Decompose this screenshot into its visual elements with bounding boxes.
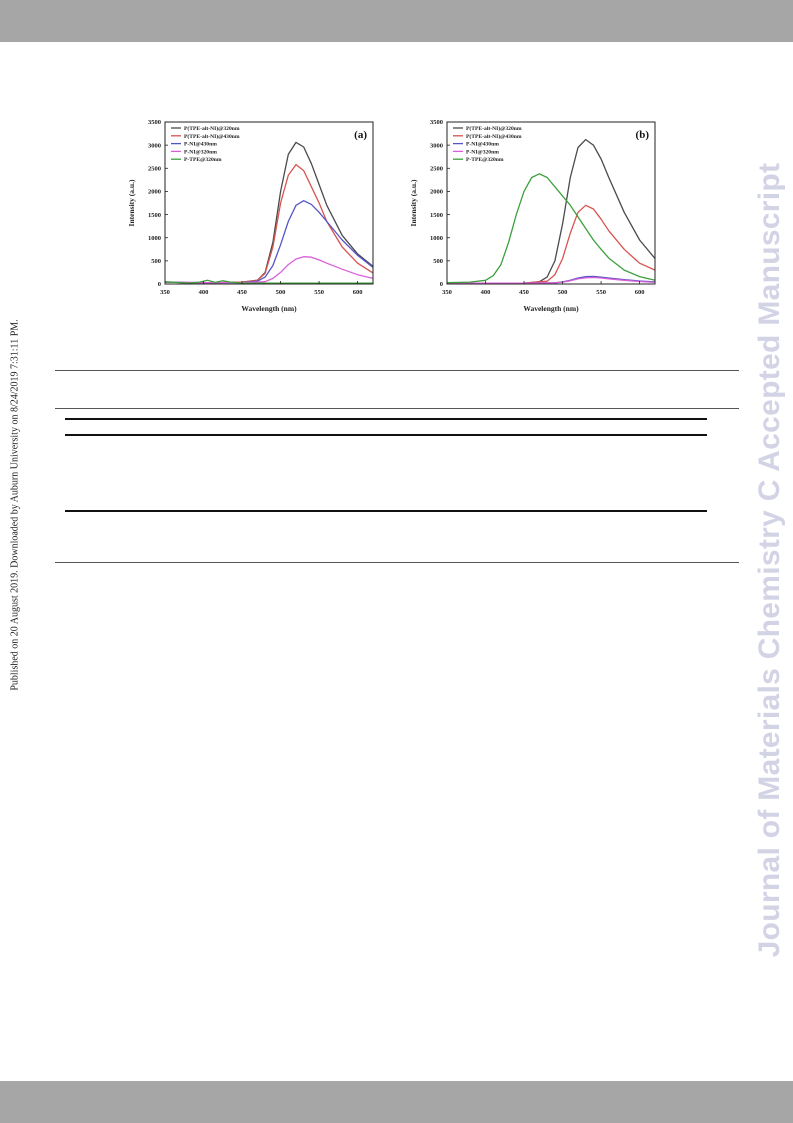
footnote-rule — [55, 562, 739, 563]
x-tick-label: 350 — [442, 289, 452, 296]
y-tick-label: 0 — [440, 281, 443, 288]
plot-frame — [446, 121, 656, 285]
y-tick-label: 500 — [433, 258, 443, 265]
y-tick-label: 1500 — [148, 212, 161, 219]
series-line-4 — [447, 276, 656, 284]
plot-frame — [164, 121, 374, 285]
series-line-2 — [447, 204, 656, 284]
x-tick-label: 450 — [237, 289, 247, 296]
x-tick-label: 550 — [596, 289, 606, 296]
legend-label: P(TPE-alt-NI)@430nm — [184, 133, 240, 140]
legend-label: P-NI@430nm — [466, 142, 499, 148]
x-tick-label: 400 — [481, 289, 491, 296]
panel-label: (b) — [636, 129, 650, 141]
x-tick-label: 350 — [160, 289, 170, 296]
side-note-text: Published on 20 August 2019. Downloaded … — [9, 319, 21, 691]
x-tick-label: 500 — [558, 289, 568, 296]
y-tick-label: 2000 — [148, 189, 161, 196]
legend-label: P-TPE@320nm — [184, 157, 222, 163]
x-axis-label: Wavelength (nm) — [241, 304, 297, 313]
series-line-4 — [164, 256, 374, 284]
panel-label: (a) — [354, 129, 367, 141]
y-tick-label: 1000 — [148, 235, 161, 242]
y-tick-label: 500 — [151, 258, 161, 265]
y-tick-label: 1000 — [430, 235, 443, 242]
header-bar — [0, 0, 793, 42]
y-tick-label: 3500 — [430, 119, 443, 126]
x-tick-label: 550 — [314, 289, 324, 296]
y-tick-label: 2000 — [430, 189, 443, 196]
watermark: Journal of Materials Chemistry C Accepte… — [750, 160, 790, 960]
y-tick-label: 1500 — [430, 212, 443, 219]
y-axis-label: Intensity (a.u.) — [127, 179, 136, 226]
y-tick-label: 2500 — [148, 165, 161, 172]
y-axis-label: Intensity (a.u.) — [409, 179, 418, 226]
side-note: Published on 20 August 2019. Downloaded … — [9, 300, 21, 710]
y-tick-label: 3000 — [148, 142, 161, 149]
caption-bottom-rule — [55, 408, 739, 409]
table-top-rule — [65, 418, 707, 420]
y-tick-label: 3500 — [148, 119, 161, 126]
chart-a-svg: 350 400 450 500 550 600 0 500 1000 1500 2000 2500 30… — [127, 119, 374, 313]
footer-bar — [0, 1081, 793, 1123]
x-tick-label: 500 — [276, 289, 286, 296]
x-tick-label: 600 — [635, 289, 645, 296]
legend-label: P(TPE-alt-NI)@430nm — [466, 133, 522, 140]
watermark-text: Journal of Materials Chemistry C Accepte… — [753, 162, 786, 958]
legend-label: P(TPE-alt-NI)@320nm — [466, 125, 522, 132]
x-tick-label: 450 — [519, 289, 529, 296]
figure-panel-b: 350 400 450 500 550 600 0 500 1000 1500 2000 2500 30… — [402, 112, 678, 318]
series-line-5 — [446, 173, 656, 284]
legend-label: P-NI@320nm — [466, 149, 499, 155]
chart-b-svg: 350 400 450 500 550 600 0 500 1000 1500 2000 2500 30… — [409, 119, 656, 313]
caption-top-rule — [55, 370, 739, 371]
x-axis-label: Wavelength (nm) — [523, 304, 579, 313]
y-tick-label: 0 — [158, 281, 161, 288]
table-bottom-rule — [65, 510, 707, 512]
y-tick-label: 2500 — [430, 165, 443, 172]
series-line-5 — [164, 279, 373, 284]
legend-label: P-NI@430nm — [184, 142, 217, 148]
series-line-3 — [164, 200, 374, 284]
y-tick-label: 3000 — [430, 142, 443, 149]
x-tick-label: 600 — [353, 289, 363, 296]
legend-label: P-NI@320nm — [184, 149, 217, 155]
figure-panel-a: 350 400 450 500 550 600 0 500 1000 1500 2000 2500 30… — [120, 112, 396, 318]
legend-label: P(TPE-alt-NI)@320nm — [184, 125, 240, 132]
legend-label: P-TPE@320nm — [466, 157, 504, 163]
table-header-rule — [65, 434, 707, 436]
series-line-2 — [164, 163, 374, 284]
x-tick-label: 400 — [199, 289, 209, 296]
